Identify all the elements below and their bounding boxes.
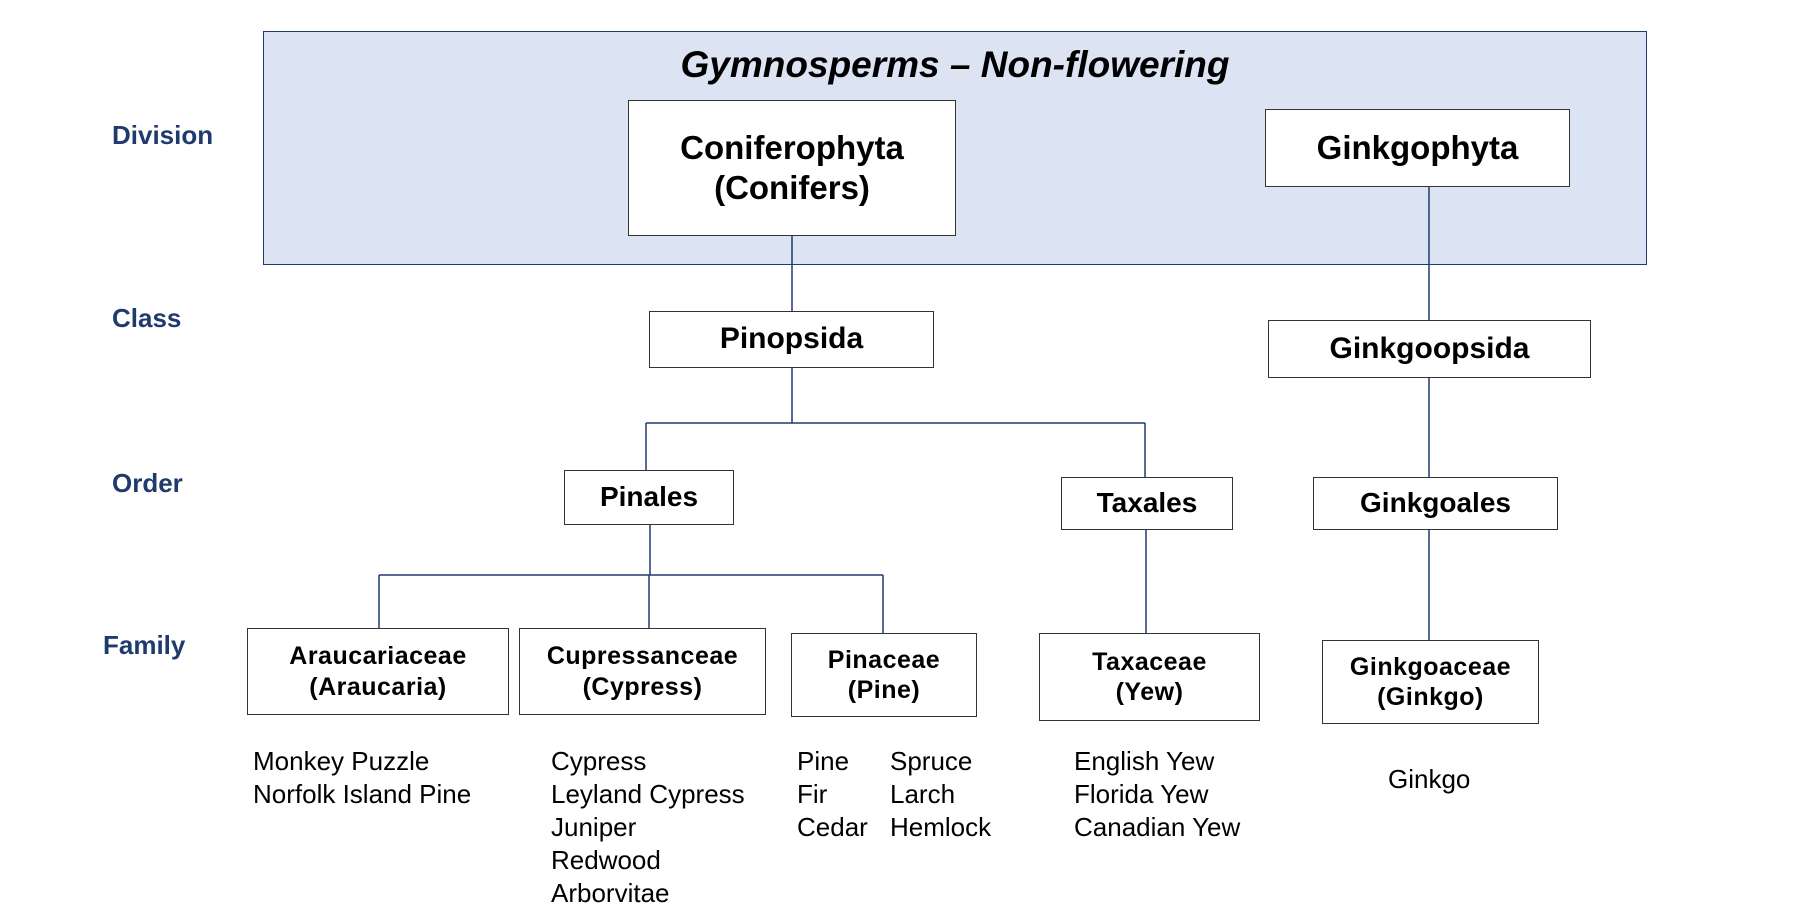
example-item: Spruce: [890, 746, 973, 776]
node-pinales-name: Pinales: [599, 481, 699, 513]
examples-ginkgo: Ginkgo: [1388, 763, 1470, 796]
examples-yew: English Yew Florida Yew Canadian Yew: [1074, 745, 1240, 844]
example-item: Fir: [797, 779, 828, 809]
node-pinopsida: Pinopsida: [649, 311, 934, 368]
rank-label-class: Class: [112, 303, 182, 333]
node-coniferophyta-common: (Conifers): [714, 169, 870, 206]
example-item: Larch: [890, 779, 956, 809]
example-item: Ginkgo: [1388, 764, 1471, 794]
node-coniferophyta-name: Coniferophyta: [680, 128, 904, 166]
node-ginkgophyta-name: Ginkgophyta: [1316, 128, 1519, 166]
example-item: Florida Yew: [1074, 779, 1209, 809]
example-item: Cedar: [797, 812, 868, 842]
node-ginkgoopsida: Ginkgoopsida: [1268, 320, 1591, 378]
node-ginkgoaceae: Ginkgoaceae (Ginkgo): [1322, 640, 1539, 724]
node-pinaceae-name: Pinaceae: [827, 645, 941, 674]
node-araucariaceae-common: (Araucaria): [309, 672, 447, 701]
example-item: Cypress: [551, 746, 647, 776]
node-taxaceae-common: (Yew): [1115, 678, 1184, 706]
node-ginkgoopsida-name: Ginkgoopsida: [1329, 331, 1530, 365]
node-ginkgoaceae-common: (Ginkgo): [1377, 683, 1484, 711]
example-item: English Yew: [1074, 746, 1215, 776]
example-item: Norfolk Island Pine: [253, 779, 472, 809]
example-item: Monkey Puzzle: [253, 746, 430, 776]
node-taxaceae: Taxaceae (Yew): [1039, 633, 1260, 721]
example-item: Arborvitae: [551, 878, 670, 908]
node-ginkgoaceae-name: Ginkgoaceae: [1349, 652, 1512, 681]
example-item: Pine: [797, 746, 850, 776]
node-cupressanceae: Cupressanceae (Cypress): [519, 628, 766, 715]
node-pinaceae-common: (Pine): [847, 676, 921, 704]
node-taxales: Taxales: [1061, 477, 1233, 530]
examples-pine-col2: Spruce Larch Hemlock: [890, 745, 991, 844]
example-item: Juniper: [551, 812, 637, 842]
node-pinopsida-name: Pinopsida: [719, 322, 864, 356]
node-pinaceae: Pinaceae (Pine): [791, 633, 977, 717]
example-item: Hemlock: [890, 812, 992, 842]
node-ginkgophyta: Ginkgophyta: [1265, 109, 1570, 187]
node-ginkgoales: Ginkgoales: [1313, 477, 1558, 530]
node-ginkgoales-name: Ginkgoales: [1360, 487, 1511, 519]
node-pinales: Pinales: [564, 470, 734, 525]
node-araucariaceae-name: Araucariaceae: [289, 642, 467, 670]
examples-araucaria: Monkey Puzzle Norfolk Island Pine: [253, 745, 471, 811]
rank-label-family: Family: [103, 630, 186, 660]
node-araucariaceae: Araucariaceae (Araucaria): [247, 628, 509, 715]
node-coniferophyta: Coniferophyta (Conifers): [628, 100, 956, 236]
diagram-title: Gymnosperms – Non-flowering: [680, 44, 1230, 85]
rank-label-order: Order: [112, 468, 183, 498]
example-item: Leyland Cypress: [551, 779, 745, 809]
examples-pine-col1: Pine Fir Cedar: [797, 745, 868, 844]
node-taxales-name: Taxales: [1096, 487, 1198, 519]
rank-label-division: Division: [112, 120, 214, 150]
node-taxaceae-name: Taxaceae: [1092, 647, 1207, 676]
examples-cypress: Cypress Leyland Cypress Juniper Redwood …: [551, 745, 745, 910]
node-cupressanceae-name: Cupressanceae: [546, 642, 739, 670]
node-cupressanceae-common: (Cypress): [582, 672, 703, 701]
example-item: Canadian Yew: [1074, 812, 1241, 842]
example-item: Redwood: [551, 845, 661, 875]
